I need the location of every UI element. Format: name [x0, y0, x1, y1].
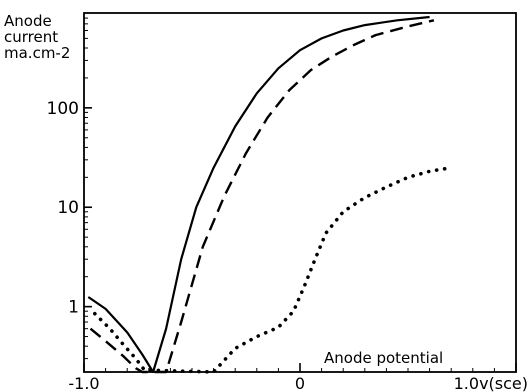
x-tick-label: 0: [295, 374, 305, 392]
y-tick-label: 1: [68, 298, 79, 318]
y-tick-label: 100: [47, 99, 79, 119]
x-axis-label: Anode potential: [324, 349, 443, 367]
y-axis-label-line-1: Anode: [4, 12, 52, 30]
tick-layer: 1 10 100 -1.0 0 1.0v(sce): [47, 12, 528, 392]
x-tick-label: 1.0v(sce): [454, 374, 528, 392]
series-layer: [87, 15, 453, 374]
x-tick-label: -1.0: [68, 374, 99, 392]
y-axis-label-line-3: ma.cm-2: [4, 44, 70, 62]
series-line-dashed: [89, 19, 435, 374]
series-line-dotted: [93, 165, 453, 374]
y-axis-label: Anode current ma.cm-2: [4, 12, 70, 62]
y-axis-label-line-2: current: [4, 28, 58, 46]
y-tick-label: 10: [57, 198, 79, 218]
plot-frame: [83, 12, 517, 373]
series-line-solid: [87, 15, 430, 374]
